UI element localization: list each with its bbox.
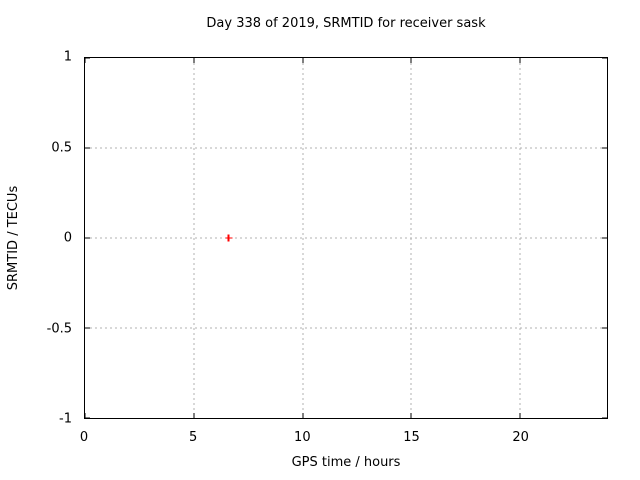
y-gridline [85, 327, 607, 329]
y-tick-mark-left [85, 57, 90, 59]
y-tick-mark-left [85, 417, 90, 419]
y-tick-label: 0.5 [51, 140, 72, 155]
y-tick-label: -1 [59, 411, 72, 427]
x-tick-mark-top [193, 58, 195, 63]
y-tick-mark-left [85, 327, 90, 329]
x-tick-mark-top [519, 58, 521, 63]
x-tick-mark-bottom [302, 413, 303, 418]
x-tick-label: 5 [189, 430, 198, 445]
x-tick-label: 15 [403, 430, 420, 445]
x-tick-mark-bottom [410, 413, 412, 418]
x-tick-mark-top [302, 58, 303, 63]
chart-title: Day 338 of 2019, SRMTID for receiver sas… [206, 16, 486, 31]
x-tick-label: 20 [512, 430, 529, 445]
y-tick-mark-right [602, 57, 607, 59]
y-tick-label: 0 [63, 230, 72, 246]
y-tick-label: 1 [63, 49, 72, 65]
data-point-marker [225, 234, 233, 242]
plot-area [84, 57, 608, 419]
y-tick-mark-right [602, 237, 607, 239]
y-tick-label: -0.5 [46, 321, 72, 336]
y-gridline [85, 147, 607, 149]
x-tick-mark-top [410, 58, 412, 63]
plus-icon-vbar [227, 234, 230, 242]
x-tick-label: 0 [79, 430, 89, 445]
x-tick-mark-top [84, 58, 86, 63]
x-axis-label: GPS time / hours [291, 455, 401, 470]
x-tick-mark-bottom [193, 413, 195, 418]
y-tick-mark-right [602, 327, 607, 329]
x-tick-label: 10 [294, 430, 311, 445]
y-tick-mark-right [602, 147, 607, 149]
y-tick-mark-left [85, 147, 90, 149]
y-tick-mark-right [602, 417, 607, 419]
x-tick-mark-bottom [519, 413, 521, 418]
y-tick-mark-left [85, 237, 90, 239]
x-tick-mark-bottom [84, 413, 86, 418]
y-gridline [85, 237, 607, 239]
